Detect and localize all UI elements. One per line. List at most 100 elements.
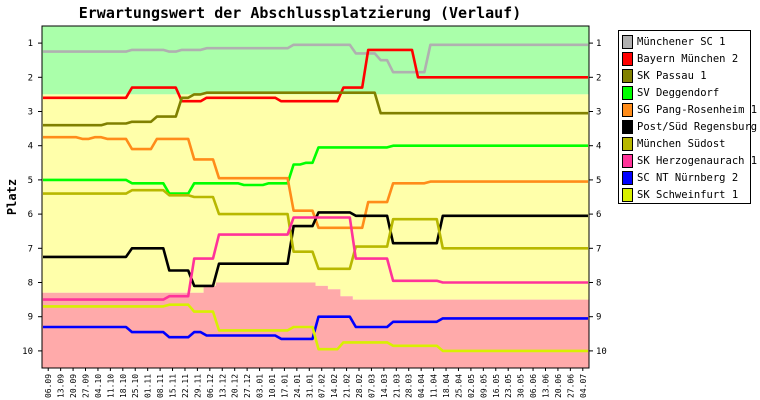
y-tick-label-left: 2	[28, 73, 33, 83]
y-axis-label: Platz	[5, 179, 19, 215]
x-tick-label: 29.11	[193, 374, 202, 398]
series-line-5	[43, 211, 588, 288]
series-line-3	[43, 144, 588, 195]
x-tick-label: 13.09	[57, 374, 66, 398]
y-tick-label-left: 1	[28, 39, 33, 49]
series-line-2	[43, 91, 588, 127]
legend-item: SK Schweinfurt 1	[622, 186, 750, 203]
y-tick-label-right: 3	[596, 108, 601, 118]
legend-swatch	[622, 170, 633, 185]
x-tick-label: 10.01	[268, 374, 277, 398]
x-tick-label: 04.04	[417, 374, 426, 398]
y-tick-label-left: 3	[28, 108, 33, 118]
y-tick-label-left: 9	[28, 313, 33, 323]
zone-band-1	[42, 94, 589, 300]
x-tick-label: 18.04	[442, 374, 451, 398]
legend-item: Bayern München 2	[622, 50, 750, 67]
x-tick-label: 07.02	[318, 374, 327, 398]
legend-label: SK Passau 1	[637, 69, 707, 82]
zone-band-0	[42, 26, 589, 95]
legend-swatch	[622, 119, 633, 134]
x-tick-label: 07.03	[367, 374, 376, 398]
x-tick-label: 31.01	[305, 374, 314, 398]
y-tick-label-left: 6	[28, 210, 33, 220]
x-tick-label: 01.11	[144, 374, 153, 398]
x-tick-label: 09.05	[479, 374, 488, 398]
x-tick-label: 11.10	[106, 374, 115, 398]
legend-swatch	[622, 34, 633, 49]
legend-item: SK Passau 1	[622, 67, 750, 84]
x-tick-label: 16.05	[492, 374, 501, 398]
legend-swatch	[622, 51, 633, 66]
x-tick-label: 13.12	[218, 374, 227, 398]
legend-label: Münchener SC 1	[637, 35, 726, 48]
x-tick-label: 20.12	[231, 374, 240, 398]
legend-item: SK Herzogenaurach 1	[622, 152, 757, 169]
legend-label: SC NT Nürnberg 2	[637, 171, 739, 184]
x-tick-label: 20.06	[554, 374, 563, 398]
x-tick-label: 04.07	[579, 374, 588, 398]
legend-item: München Südost	[622, 135, 750, 152]
y-tick-label-right: 1	[596, 39, 601, 49]
y-tick-label-right: 7	[596, 244, 601, 254]
x-tick-label: 28.02	[355, 374, 364, 398]
x-tick-label: 15.11	[169, 374, 178, 398]
legend-swatch	[622, 153, 633, 168]
x-tick-label: 25.10	[131, 374, 140, 398]
y-tick-label-left: 7	[28, 244, 33, 254]
chart-title: Erwartungswert der Abschlussplatzierung …	[78, 4, 522, 22]
y-tick-label-right: 9	[596, 313, 601, 323]
y-tick-label-right: 10	[596, 347, 607, 357]
legend-item: SG Pang-Rosenheim 1	[622, 101, 757, 118]
legend-label: München Südost	[637, 137, 726, 150]
y-tick-label-left: 5	[28, 176, 33, 186]
x-tick-label: 08.11	[156, 374, 165, 398]
x-tick-label: 21.03	[392, 374, 401, 398]
legend-label: SK Herzogenaurach 1	[637, 154, 758, 167]
x-tick-label: 03.01	[256, 374, 265, 398]
legend-swatch	[622, 85, 633, 100]
y-tick-label-left: 4	[28, 142, 33, 152]
y-tick-label-right: 2	[596, 73, 601, 83]
legend-item: SC NT Nürnberg 2	[622, 169, 750, 186]
x-tick-label: 06.09	[44, 374, 53, 398]
y-tick-label-right: 6	[596, 210, 601, 220]
legend-label: Bayern München 2	[637, 52, 739, 65]
x-tick-label: 24.01	[293, 374, 302, 398]
x-tick-label: 14.02	[330, 374, 339, 398]
y-tick-label-right: 5	[596, 176, 601, 186]
x-tick-label: 06.06	[529, 374, 538, 398]
series-line-9	[43, 303, 588, 353]
y-tick-label-left: 10	[22, 347, 33, 357]
x-tick-label: 18.10	[119, 374, 128, 398]
x-tick-label: 17.01	[280, 374, 289, 398]
legend-swatch	[622, 68, 633, 83]
legend-swatch	[622, 187, 633, 202]
x-tick-label: 14.03	[380, 374, 389, 398]
legend-swatch	[622, 136, 633, 151]
x-tick-label: 20.09	[69, 374, 78, 398]
series-line-7	[43, 216, 588, 301]
x-tick-label: 28.03	[405, 374, 414, 398]
series-line-0	[43, 43, 588, 74]
legend-swatch	[622, 102, 633, 117]
legend-label: SK Schweinfurt 1	[637, 188, 739, 201]
x-tick-label: 27.09	[82, 374, 91, 398]
legend-label: SG Pang-Rosenheim 1	[637, 103, 758, 116]
x-tick-label: 11.04	[430, 374, 439, 398]
x-tick-label: 27.12	[243, 374, 252, 398]
y-tick-label-right: 8	[596, 279, 601, 289]
x-tick-label: 21.02	[343, 374, 352, 398]
x-tick-label: 22.11	[181, 374, 190, 398]
x-tick-label: 23.05	[504, 374, 513, 398]
legend-label: Post/Süd Regensburg	[637, 120, 758, 133]
legend-item: SV Deggendorf	[622, 84, 750, 101]
x-tick-label: 30.05	[517, 374, 526, 398]
series-line-1	[43, 48, 588, 103]
x-tick-label: 04.10	[94, 374, 103, 398]
y-tick-label-left: 8	[28, 279, 33, 289]
x-tick-label: 06.12	[206, 374, 215, 398]
legend-item: Münchener SC 1	[622, 33, 750, 50]
series-line-6	[43, 188, 588, 271]
